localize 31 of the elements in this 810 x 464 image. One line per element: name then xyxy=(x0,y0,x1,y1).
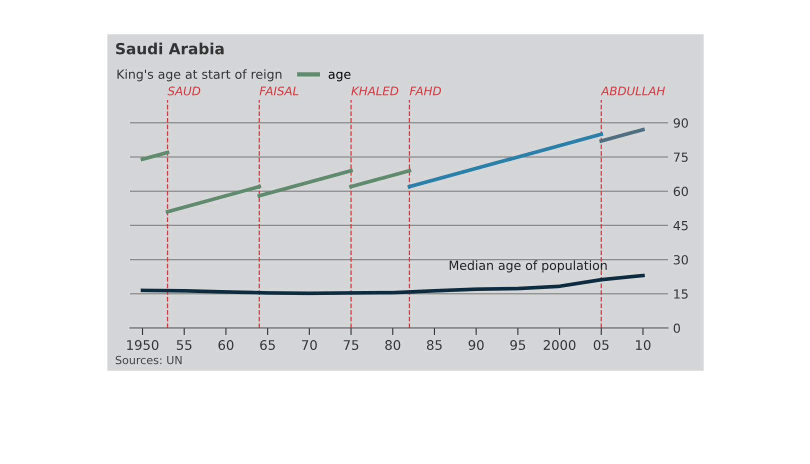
annotation: Median age of population xyxy=(450,260,607,272)
y-tick-label: 15 xyxy=(674,289,688,299)
source-note: Sources: UN xyxy=(116,356,182,364)
x-tick-label: 95 xyxy=(510,340,526,350)
y-tick-label: 90 xyxy=(674,118,688,128)
x-tick-label: 55 xyxy=(176,340,192,350)
x-tick-label: 80 xyxy=(385,340,400,350)
x-tick-label: 85 xyxy=(426,340,442,350)
x-tick-label: 2000 xyxy=(544,340,576,350)
x-tick-label: 10 xyxy=(636,340,650,350)
x-tick-label: 1950 xyxy=(127,340,158,350)
legend-title: King's age at start of reign xyxy=(117,69,282,82)
ref-line-label: KHALED xyxy=(351,86,398,96)
x-tick-label: 70 xyxy=(302,340,317,350)
legend-label: age xyxy=(328,72,351,82)
x-tick-label: 90 xyxy=(468,340,484,350)
y-tick-label: 30 xyxy=(674,255,688,265)
line-series xyxy=(140,274,645,296)
ref-line-label: FAHD xyxy=(410,86,441,96)
x-tick-label: 05 xyxy=(594,340,609,350)
chart-title: Saudi Arabia xyxy=(116,42,224,54)
ref-line-label: FAISAL xyxy=(260,86,298,96)
x-tick-label: 65 xyxy=(260,340,275,350)
y-tick-label: 45 xyxy=(673,221,688,230)
y-tick-label: 0 xyxy=(674,323,680,333)
x-tick-label: 75 xyxy=(344,340,358,350)
ref-line-label: ABDULLAH xyxy=(600,86,665,96)
ref-line-label: SAUD xyxy=(168,86,200,96)
y-tick-label: 75 xyxy=(674,152,688,162)
x-tick-label: 60 xyxy=(218,340,234,350)
y-tick-label: 60 xyxy=(674,186,688,196)
